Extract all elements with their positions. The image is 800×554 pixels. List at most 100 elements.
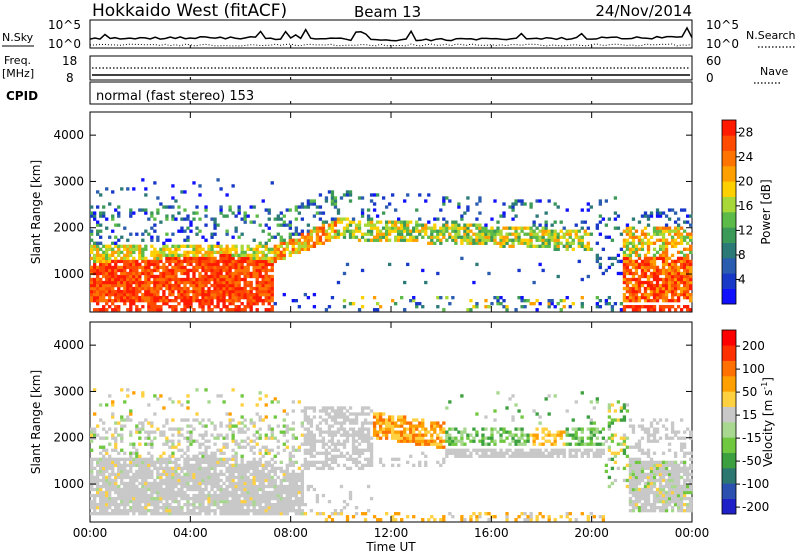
velocity-cell: [138, 469, 142, 474]
power-cell: [219, 283, 223, 288]
power-cell: [240, 302, 244, 306]
power-cell: [409, 235, 413, 239]
power-cell: [153, 223, 157, 227]
power-cell: [102, 256, 106, 261]
power-cell: [240, 244, 244, 248]
velocity-cell: [460, 515, 464, 519]
power-cell: [619, 259, 624, 264]
power-cell: [183, 295, 187, 300]
velocity-cell: [475, 518, 479, 522]
power-cell: [604, 199, 609, 203]
velocity-cell: [177, 502, 181, 507]
power-cell: [637, 265, 642, 270]
y-tick-label: 4000: [53, 128, 84, 142]
power-cell: [177, 277, 181, 282]
power-cell: [198, 193, 202, 197]
velocity-cell: [442, 439, 446, 443]
power-cell: [255, 274, 259, 279]
velocity-cell: [243, 475, 247, 480]
power-cell: [165, 286, 169, 291]
velocity-cell: [255, 487, 259, 492]
power-cell: [243, 271, 247, 276]
power-cell: [628, 241, 633, 245]
power-cell: [342, 229, 347, 233]
velocity-cell: [246, 463, 250, 468]
power-cell: [616, 253, 621, 258]
velocity-cell: [357, 454, 362, 458]
velocity-cell: [150, 512, 154, 516]
velocity-cell: [478, 454, 482, 458]
power-cell: [442, 229, 446, 233]
velocity-cell: [189, 442, 193, 446]
velocity-cell: [156, 466, 160, 471]
velocity-cell: [309, 436, 314, 440]
velocity-cell: [102, 502, 106, 507]
power-cell: [610, 256, 615, 261]
velocity-cell: [132, 502, 136, 507]
power-cell: [222, 289, 226, 294]
power-cell: [538, 302, 542, 306]
power-cell: [186, 305, 190, 309]
velocity-cell: [517, 409, 521, 413]
power-cell: [132, 259, 136, 264]
power-cell: [595, 305, 599, 309]
velocity-cell: [478, 448, 482, 452]
power-cell: [201, 292, 205, 297]
velocity-cell: [234, 451, 238, 455]
power-cell: [123, 286, 127, 291]
velocity-cell: [228, 475, 232, 480]
power-cell: [339, 217, 344, 221]
velocity-cell: [387, 430, 392, 434]
velocity-cell: [363, 433, 368, 437]
velocity-cell: [201, 493, 205, 498]
power-cell: [658, 295, 663, 300]
power-cell: [685, 308, 690, 312]
velocity-cell: [132, 496, 136, 501]
velocity-cell: [511, 439, 515, 443]
velocity-cell: [135, 478, 139, 483]
power-cell: [120, 250, 124, 255]
power-cell: [237, 208, 241, 212]
velocity-cell: [168, 490, 172, 495]
velocity-cell: [168, 466, 172, 471]
power-cell: [207, 289, 211, 294]
velocity-cell: [222, 442, 226, 446]
velocity-cell: [162, 430, 166, 434]
velocity-cell: [255, 512, 259, 516]
power-cell: [336, 208, 341, 212]
nave-tick-bottom: 0: [706, 71, 714, 85]
velocity-cell: [409, 424, 413, 428]
power-cell: [198, 262, 202, 267]
velocity-cell: [535, 412, 539, 416]
velocity-cell: [252, 433, 256, 437]
power-cell: [354, 223, 359, 227]
velocity-cell: [204, 469, 208, 474]
velocity-cell: [342, 406, 347, 410]
power-cell: [550, 302, 554, 306]
power-cell: [661, 265, 666, 270]
velocity-cell: [294, 493, 298, 498]
velocity-cell: [216, 433, 220, 437]
power-cell: [640, 262, 645, 267]
velocity-cell: [183, 418, 187, 422]
power-cell: [342, 193, 347, 197]
velocity-cell: [351, 439, 356, 443]
power-cell: [520, 229, 524, 233]
power-cell: [165, 214, 169, 218]
velocity-cell: [204, 430, 208, 434]
velocity-cell: [324, 418, 329, 422]
velocity-cell: [177, 475, 181, 480]
power-cell: [688, 308, 693, 312]
power-cell: [634, 244, 639, 248]
power-cell: [664, 247, 669, 251]
power-cell: [198, 299, 202, 303]
power-cell: [150, 244, 154, 248]
power-cell: [219, 253, 223, 258]
velocity-cell: [216, 493, 220, 498]
power-cell: [192, 250, 196, 255]
power-cell: [207, 286, 211, 291]
velocity-cell: [165, 463, 169, 468]
velocity-cell: [117, 490, 121, 495]
velocity-cell: [210, 433, 214, 437]
power-cell: [544, 244, 548, 248]
